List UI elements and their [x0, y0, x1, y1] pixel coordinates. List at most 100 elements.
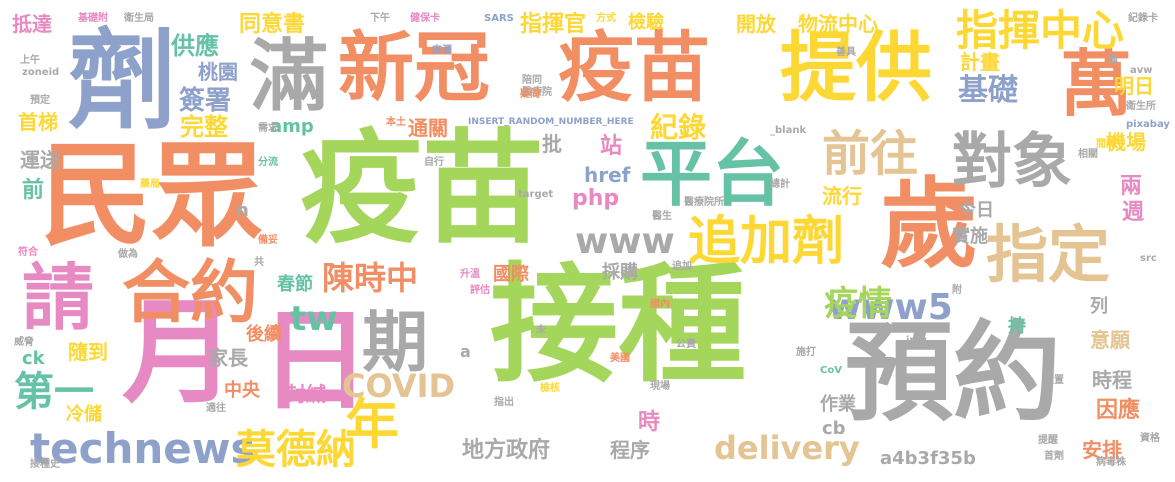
word: 提醒: [1038, 435, 1058, 446]
word: 預定: [30, 95, 50, 106]
word: CoV: [820, 365, 842, 376]
word: img: [906, 335, 928, 346]
word: delivery: [714, 429, 860, 467]
word: 需求: [258, 123, 278, 134]
word: 病毒株: [1096, 457, 1126, 468]
word: technews: [30, 424, 256, 473]
word: 下午: [370, 13, 390, 24]
word: target: [518, 189, 554, 200]
word: 日: [260, 297, 370, 425]
word: n: [236, 200, 249, 221]
word: 陳時中: [322, 259, 419, 297]
word: 後續: [246, 324, 282, 345]
word: 備妥: [258, 235, 278, 246]
word: 僅: [1108, 55, 1118, 66]
word: 今日: [958, 200, 994, 221]
word: 相關: [1078, 149, 1098, 160]
word: amp: [270, 116, 314, 137]
word: _blank: [770, 125, 807, 136]
word: 新冠: [338, 23, 490, 112]
word: 冷儲: [66, 404, 102, 425]
word: 國內: [650, 299, 670, 310]
word: 通關: [408, 116, 448, 140]
word: 評估: [470, 285, 490, 296]
word: 中央: [224, 380, 260, 401]
word: 國際: [493, 264, 529, 285]
word: www5: [828, 287, 953, 328]
word: src: [1140, 253, 1157, 264]
word: 週: [1122, 200, 1145, 225]
word: 接種: [490, 251, 747, 400]
word: 計畫: [960, 50, 1000, 74]
word: 開放: [736, 12, 776, 36]
word: 附: [952, 285, 962, 296]
word: 適往: [206, 403, 226, 414]
word: 設置: [1044, 375, 1064, 386]
word: 紀錄卡: [1128, 13, 1158, 24]
word: 月: [122, 286, 237, 419]
word: 供應: [171, 32, 219, 60]
word: 威脅: [14, 337, 34, 348]
word: 現場: [650, 381, 670, 392]
word: 藥局: [140, 179, 160, 190]
word: 提供: [780, 23, 932, 112]
word: 總計: [770, 179, 790, 190]
word: 醫生: [652, 211, 672, 222]
word: 家長: [208, 346, 248, 370]
word: 安排: [1082, 438, 1122, 462]
word: 時: [638, 410, 661, 435]
word: 公費: [676, 339, 696, 350]
word: 自行: [424, 157, 444, 168]
word: 民眾: [40, 131, 264, 261]
word: 指揮官: [520, 12, 587, 37]
word: 地方政府: [462, 438, 551, 463]
word: 基礎: [958, 73, 1018, 108]
word: 年: [345, 393, 399, 456]
word: 前往: [822, 126, 919, 182]
word: 站: [600, 134, 623, 159]
word: 批: [542, 132, 562, 156]
word: 預約: [845, 311, 1062, 436]
word: 萬: [1060, 42, 1133, 126]
word: 疫情: [824, 284, 892, 324]
word: 流行: [822, 184, 862, 208]
word: 滿: [250, 32, 329, 122]
word: www: [575, 221, 675, 262]
word: php: [572, 186, 620, 211]
word: 桃園: [198, 60, 238, 84]
word: 指揮中心: [956, 6, 1125, 55]
word: 作業: [820, 394, 856, 415]
word: 追加: [672, 261, 692, 272]
word: 意願: [1090, 328, 1130, 352]
word: 間隔: [1096, 139, 1116, 150]
word: 兩: [1120, 174, 1143, 199]
word: 物流中心: [798, 12, 878, 36]
word: 健保卡: [410, 13, 440, 24]
word: 指定: [986, 218, 1111, 291]
word: 春節: [277, 274, 313, 295]
word: 運送: [20, 148, 60, 172]
word: INSERT_RANDOM_NUMBER_HERE: [468, 117, 634, 127]
word: 首劑: [1044, 451, 1064, 462]
word: 共: [254, 257, 264, 268]
word: 封緘: [286, 382, 326, 406]
word: 施打: [796, 347, 816, 358]
word: 美國: [610, 353, 630, 364]
word: 劑: [68, 19, 177, 144]
word: 完整: [180, 113, 228, 141]
word: 疫苗: [300, 118, 544, 260]
word: 方式: [596, 13, 616, 24]
word: 同意書: [239, 12, 306, 37]
word: 歲: [880, 168, 979, 282]
word: 衛生局: [124, 13, 154, 24]
word: 平台: [640, 132, 785, 216]
word: 善具: [836, 47, 856, 58]
word: 醫療院: [522, 87, 552, 98]
word: 莫德納: [236, 427, 356, 473]
word: 時程: [1092, 368, 1132, 392]
word: 疫苗: [558, 23, 710, 112]
word: zoneid: [22, 67, 60, 78]
word: 紀錄: [650, 111, 707, 144]
word: tw: [290, 299, 338, 339]
word: COVID: [342, 367, 456, 405]
